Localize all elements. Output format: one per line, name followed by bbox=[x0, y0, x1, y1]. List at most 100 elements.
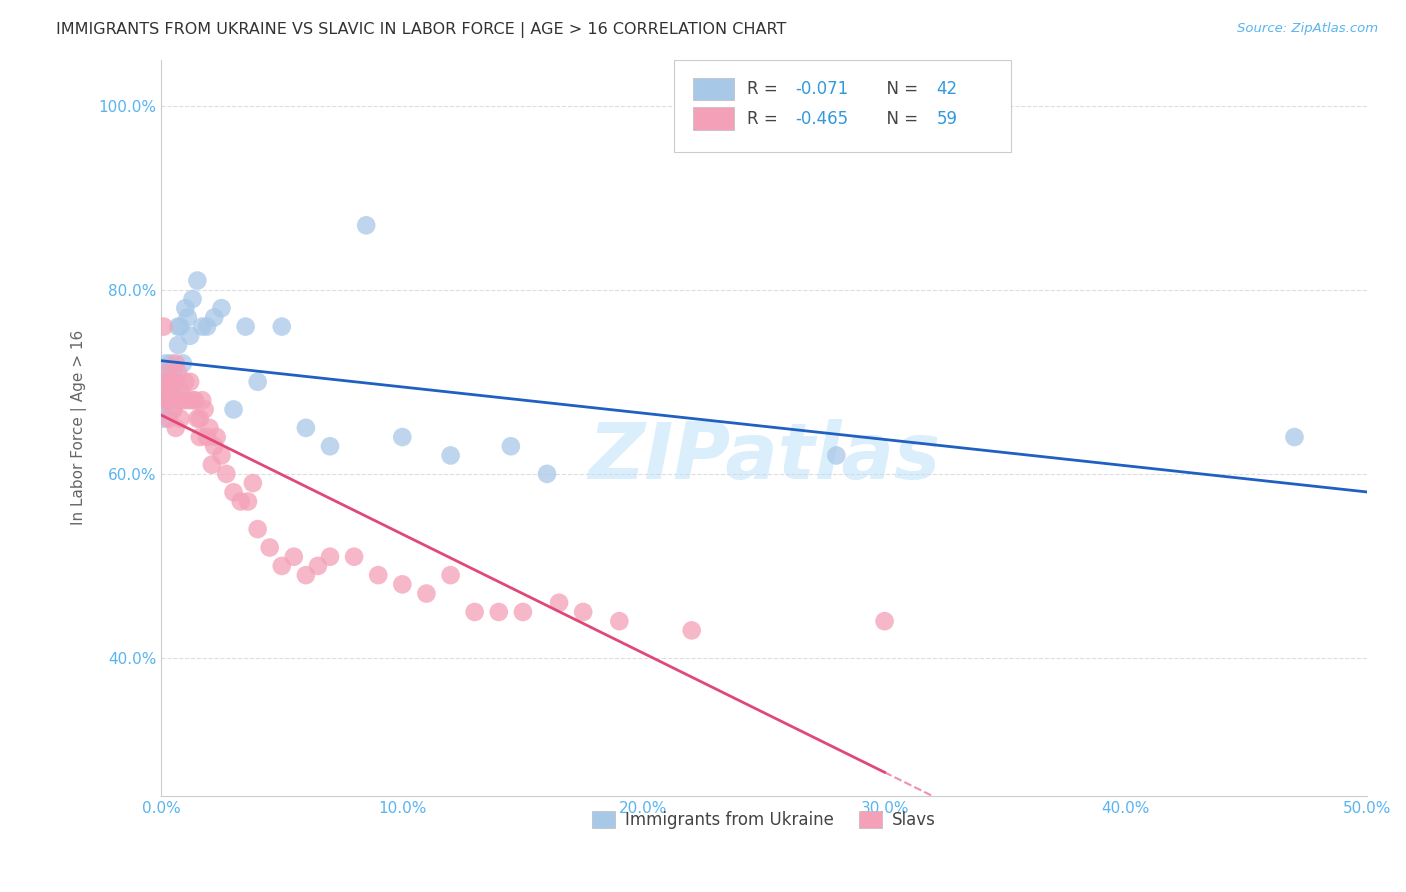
Point bbox=[155, 366, 177, 380]
Text: -0.071: -0.071 bbox=[796, 80, 849, 98]
Point bbox=[169, 384, 191, 398]
Point bbox=[157, 384, 180, 398]
Point bbox=[169, 319, 191, 334]
FancyBboxPatch shape bbox=[693, 78, 734, 100]
Point bbox=[202, 439, 225, 453]
Point bbox=[152, 319, 174, 334]
Point bbox=[367, 568, 389, 582]
Point bbox=[174, 375, 197, 389]
Point bbox=[179, 375, 201, 389]
Point bbox=[354, 219, 377, 233]
Point bbox=[152, 411, 174, 425]
Point bbox=[236, 494, 259, 508]
Point bbox=[160, 375, 183, 389]
Point bbox=[152, 393, 174, 408]
Point bbox=[191, 393, 214, 408]
Point bbox=[270, 319, 292, 334]
FancyBboxPatch shape bbox=[673, 60, 1011, 152]
Point bbox=[222, 402, 245, 417]
Point bbox=[607, 614, 630, 628]
Point bbox=[464, 605, 486, 619]
Point bbox=[319, 549, 342, 564]
Point bbox=[548, 596, 571, 610]
Point bbox=[215, 467, 238, 481]
Point bbox=[155, 375, 177, 389]
Point bbox=[391, 577, 413, 591]
Point bbox=[184, 393, 207, 408]
Point bbox=[246, 522, 269, 536]
Point bbox=[155, 393, 177, 408]
Point bbox=[488, 605, 510, 619]
Y-axis label: In Labor Force | Age > 16: In Labor Force | Age > 16 bbox=[72, 330, 87, 525]
Point bbox=[188, 430, 211, 444]
Point bbox=[157, 375, 180, 389]
Point bbox=[512, 605, 534, 619]
Point bbox=[873, 614, 896, 628]
Point bbox=[246, 375, 269, 389]
Point bbox=[160, 393, 183, 408]
Point bbox=[152, 402, 174, 417]
Point bbox=[155, 356, 177, 370]
Point bbox=[211, 301, 233, 315]
Point bbox=[439, 449, 461, 463]
Point bbox=[191, 319, 214, 334]
Text: IMMIGRANTS FROM UKRAINE VS SLAVIC IN LABOR FORCE | AGE > 16 CORRELATION CHART: IMMIGRANTS FROM UKRAINE VS SLAVIC IN LAB… bbox=[56, 22, 786, 38]
Text: R =: R = bbox=[747, 110, 783, 128]
Point bbox=[211, 449, 233, 463]
Point bbox=[536, 467, 558, 481]
Point bbox=[242, 476, 264, 491]
Text: ZIPatlas: ZIPatlas bbox=[588, 419, 941, 495]
Point bbox=[1284, 430, 1306, 444]
Point bbox=[172, 356, 194, 370]
Text: N =: N = bbox=[876, 110, 924, 128]
Point bbox=[198, 421, 221, 435]
Point bbox=[155, 393, 177, 408]
Point bbox=[222, 485, 245, 500]
Point bbox=[157, 411, 180, 425]
Point bbox=[195, 319, 218, 334]
Point bbox=[167, 393, 190, 408]
Legend: Immigrants from Ukraine, Slavs: Immigrants from Ukraine, Slavs bbox=[585, 804, 943, 836]
Point bbox=[235, 319, 257, 334]
Text: Source: ZipAtlas.com: Source: ZipAtlas.com bbox=[1237, 22, 1378, 36]
Point bbox=[157, 366, 180, 380]
Point bbox=[174, 301, 197, 315]
Point bbox=[172, 393, 194, 408]
Point bbox=[179, 328, 201, 343]
Point bbox=[270, 558, 292, 573]
Point bbox=[152, 384, 174, 398]
Point bbox=[229, 494, 252, 508]
Point bbox=[181, 292, 204, 306]
Point bbox=[825, 449, 848, 463]
Point bbox=[201, 458, 224, 472]
Point bbox=[157, 375, 180, 389]
Text: R =: R = bbox=[747, 80, 783, 98]
Point bbox=[167, 366, 190, 380]
Point bbox=[439, 568, 461, 582]
FancyBboxPatch shape bbox=[693, 107, 734, 129]
Point bbox=[186, 411, 208, 425]
Point bbox=[205, 430, 228, 444]
Text: -0.465: -0.465 bbox=[796, 110, 848, 128]
Point bbox=[162, 375, 184, 389]
Text: N =: N = bbox=[876, 80, 924, 98]
Point bbox=[195, 430, 218, 444]
Point bbox=[167, 338, 190, 352]
Point bbox=[572, 605, 595, 619]
Point bbox=[194, 402, 217, 417]
Text: 59: 59 bbox=[936, 110, 957, 128]
Point bbox=[499, 439, 522, 453]
Point bbox=[165, 421, 187, 435]
Point bbox=[415, 586, 437, 600]
Point bbox=[169, 411, 191, 425]
Point bbox=[307, 558, 329, 573]
Point bbox=[202, 310, 225, 325]
Point bbox=[160, 375, 183, 389]
Point bbox=[167, 319, 190, 334]
Point bbox=[162, 402, 184, 417]
Point bbox=[177, 393, 200, 408]
Point bbox=[295, 568, 318, 582]
Point bbox=[188, 411, 211, 425]
Point bbox=[681, 624, 703, 638]
Text: 42: 42 bbox=[936, 80, 957, 98]
